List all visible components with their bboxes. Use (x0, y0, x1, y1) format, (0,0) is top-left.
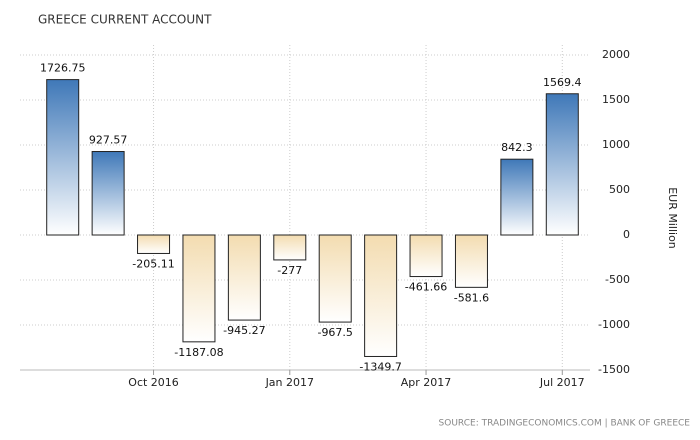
y-tick-label: 500 (609, 183, 630, 196)
bar (273, 234, 307, 261)
value-label: 1569.4 (543, 76, 582, 89)
x-tick-label: Oct 2016 (128, 376, 179, 389)
value-label: -945.27 (223, 324, 265, 337)
y-tick-label: 1500 (602, 93, 630, 106)
bar (91, 151, 125, 236)
value-label: -277 (277, 264, 302, 277)
bar (545, 93, 579, 236)
bar (182, 234, 216, 343)
y-tick-label: -500 (605, 273, 630, 286)
value-label: 1726.75 (40, 62, 86, 75)
value-label: 842.3 (501, 141, 533, 154)
value-label: 927.57 (89, 134, 128, 147)
y-tick-label: 0 (623, 228, 630, 241)
y-tick-label: -1000 (598, 318, 630, 331)
y-tick-label: -1500 (598, 363, 630, 376)
bar (46, 79, 80, 236)
bar (318, 234, 352, 323)
y-tick-label: 1000 (602, 138, 630, 151)
bar (500, 158, 534, 236)
source: SOURCE: TRADINGECONOMICS.COM | BANK OF G… (439, 419, 691, 429)
x-tick-label: Jul 2017 (539, 376, 585, 389)
value-label: -461.66 (405, 281, 447, 294)
value-label: -205.11 (132, 257, 174, 270)
bar (364, 234, 398, 357)
x-tick-label: Apr 2017 (401, 376, 452, 389)
x-tick-label: Jan 2017 (265, 376, 314, 389)
bar (409, 234, 443, 278)
value-label: -581.6 (454, 291, 489, 304)
y-axis-label: EUR Million (666, 187, 679, 249)
value-label: -967.5 (317, 326, 352, 339)
value-label: -1349.7 (359, 360, 401, 373)
y-tick-label: 2000 (602, 48, 630, 61)
bar (227, 234, 261, 321)
chart-title: GREECE CURRENT ACCOUNT (38, 13, 212, 27)
bar (454, 234, 488, 288)
value-label: -1187.08 (174, 346, 223, 359)
bar (137, 234, 171, 254)
